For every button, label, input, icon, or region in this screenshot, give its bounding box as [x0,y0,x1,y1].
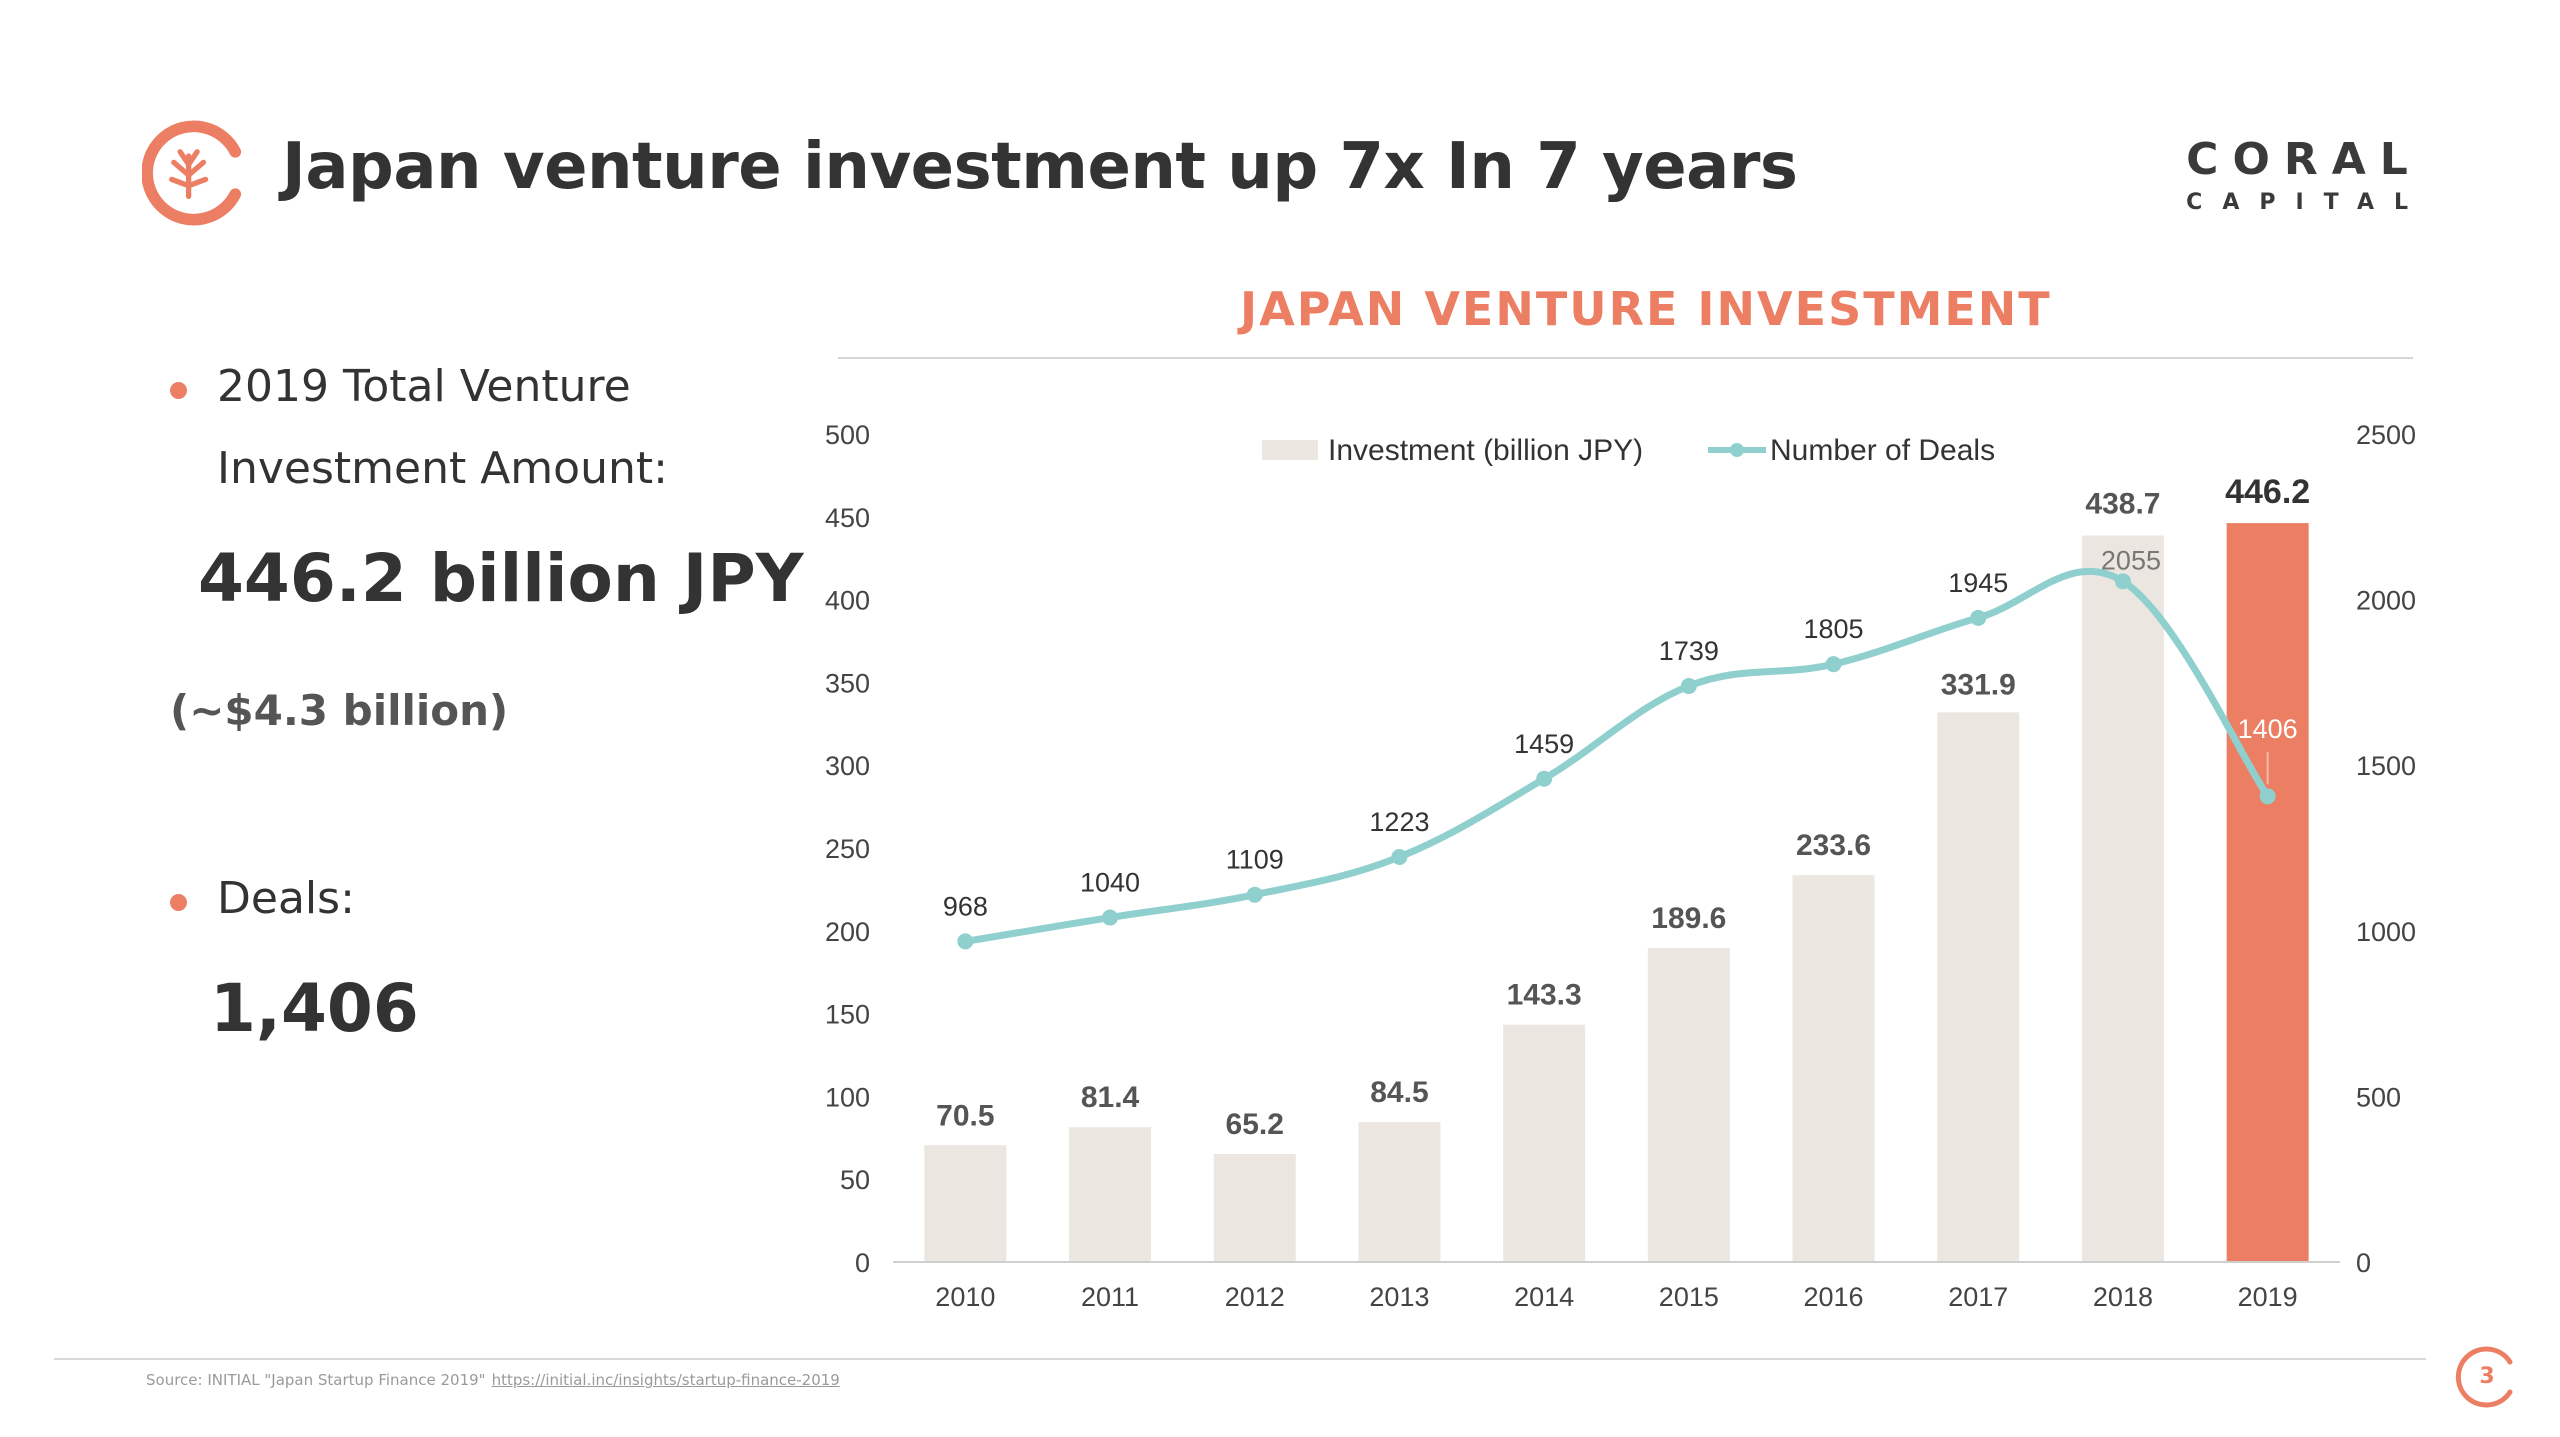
x-tick-label: 2013 [1369,1282,1429,1312]
page-number: 3 [2479,1364,2495,1389]
source-link[interactable]: https://initial.inc/insights/startup-fin… [491,1371,840,1389]
deals-value-label: 1109 [1226,845,1284,875]
bar-value-label: 65.2 [1226,1108,1284,1141]
x-tick-label: 2011 [1081,1282,1139,1312]
investment-amount-usd: (~$4.3 billion) [170,686,509,735]
bar-value-label: 446.2 [2225,473,2310,511]
bullet-total-investment: 2019 Total Venture Investment Amount: [170,360,737,510]
x-tick-label: 2017 [1948,1282,2008,1312]
coral-capital-logo-icon [142,120,242,226]
deals-value-label: 1805 [1804,614,1864,644]
chart-legend: Investment (billion JPY) Number of Deals [1262,434,1995,467]
bullet-deals: Deals: [170,872,355,940]
page-title: Japan venture investment up 7x In 7 year… [282,130,1798,204]
x-tick-label: 2012 [1225,1282,1285,1312]
footer-divider [54,1358,2426,1360]
bullet-dot-icon [170,382,187,399]
legend-bar-swatch [1262,440,1318,460]
deals-point [1391,848,1408,865]
y-right-tick-label: 500 [2356,1082,2401,1112]
deals-count-value: 1,406 [210,970,419,1047]
y-left-tick-label: 150 [825,1000,870,1030]
bar-value-label: 438.7 [2085,488,2160,521]
bar-value-label: 81.4 [1081,1081,1140,1114]
brand-name-top: CORAL [2186,134,2422,185]
chart-title-divider [838,357,2413,359]
y-left-tick-label: 400 [825,586,870,616]
deals-point [2114,573,2131,590]
bar [2081,535,2164,1262]
deals-point [1970,609,1987,626]
deals-point [1246,886,1263,903]
y-right-tick-label: 2500 [2356,420,2416,450]
bar [1358,1122,1441,1262]
legend-line-marker [1730,443,1744,457]
deals-point [957,933,974,950]
x-tick-label: 2018 [2093,1282,2153,1312]
brand-logo: CORAL CAPITAL [2186,138,2428,214]
bar-value-label: 84.5 [1370,1076,1428,1109]
bar [2226,523,2309,1262]
bullet-total-investment-text: 2019 Total Venture Investment Amount: [217,361,668,494]
bullet-dot-icon [170,894,187,911]
y-left-tick-label: 0 [855,1248,870,1278]
deals-value-label: 1406 [2238,714,2298,744]
bar [1503,1024,1586,1262]
bullet-deals-text: Deals: [217,873,355,924]
bar [1213,1154,1296,1262]
x-tick-label: 2019 [2238,1282,2298,1312]
bar [1792,875,1875,1262]
x-tick-label: 2016 [1804,1282,1864,1312]
y-left-tick-label: 300 [825,751,870,781]
investment-amount-value: 446.2 billion JPY [198,540,804,617]
y-left-tick-label: 50 [840,1165,870,1195]
deals-value-label: 2055 [2101,545,2161,575]
bar [1647,948,1730,1262]
bar [1069,1127,1152,1262]
deals-point [1536,770,1553,787]
source-citation: Source: INITIAL "Japan Startup Finance 2… [146,1371,840,1389]
deals-value-label: 1040 [1080,868,1140,898]
deals-value-label: 1739 [1659,636,1719,666]
legend-bar-label: Investment (billion JPY) [1328,434,1643,467]
x-tick-label: 2015 [1659,1282,1719,1312]
y-left-tick-label: 450 [825,503,870,533]
y-right-tick-label: 2000 [2356,586,2416,616]
legend-line-label: Number of Deals [1770,434,1995,467]
y-left-tick-label: 350 [825,668,870,698]
deals-point [1680,678,1697,695]
bar-value-label: 189.6 [1651,902,1726,935]
brand-name-bottom: CAPITAL [2186,190,2428,215]
bar-value-label: 233.6 [1796,829,1871,862]
y-left-tick-label: 100 [825,1082,870,1112]
y-left-tick-label: 250 [825,834,870,864]
deals-value-label: 1459 [1514,729,1574,759]
deals-value-label: 1223 [1369,807,1429,837]
y-left-tick-label: 200 [825,917,870,947]
deals-line [961,567,2272,945]
deals-point [2259,788,2276,805]
bar [1937,712,2020,1262]
y-right-tick-label: 1500 [2356,751,2416,781]
page-badge-icon [2455,1346,2513,1408]
source-text: Source: INITIAL "Japan Startup Finance 2… [146,1371,486,1389]
x-tick-label: 2010 [935,1282,995,1312]
chart-title: JAPAN VENTURE INVESTMENT [1240,282,2052,336]
deals-value-label: 968 [943,891,988,921]
x-tick-label: 2014 [1514,1282,1574,1312]
y-right-tick-label: 0 [2356,1248,2371,1278]
y-left-tick-label: 500 [825,420,870,450]
deals-value-label: 1945 [1948,568,2008,598]
bar-value-label: 70.5 [936,1099,994,1132]
bar-value-label: 331.9 [1941,668,2016,701]
y-right-tick-label: 1000 [2356,917,2416,947]
deals-point [1102,909,1119,926]
bar-value-label: 143.3 [1507,979,1582,1012]
deals-point [1825,656,1842,673]
bar [924,1145,1007,1262]
